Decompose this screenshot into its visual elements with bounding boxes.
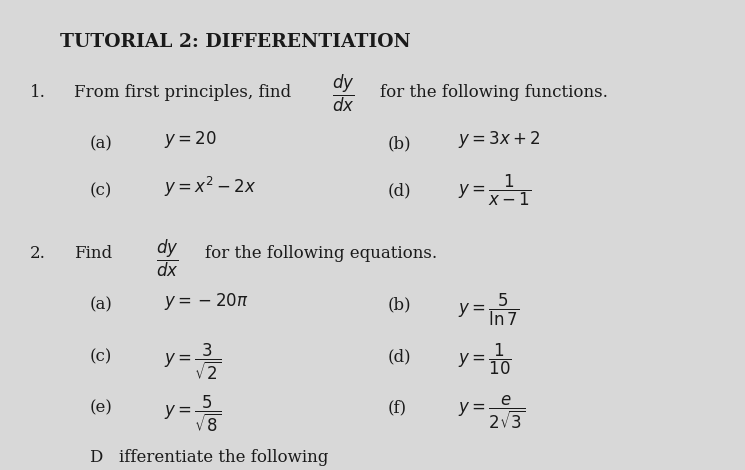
Text: for the following equations.: for the following equations. <box>205 245 437 262</box>
Text: $y = \dfrac{5}{\ln 7}$: $y = \dfrac{5}{\ln 7}$ <box>458 292 519 329</box>
Text: TUTORIAL 2: DIFFERENTIATION: TUTORIAL 2: DIFFERENTIATION <box>60 33 410 51</box>
Text: 2.: 2. <box>30 245 45 262</box>
Text: (a): (a) <box>89 135 112 153</box>
Text: for the following functions.: for the following functions. <box>380 84 608 101</box>
Text: $y = \dfrac{e}{2\sqrt{3}}$: $y = \dfrac{e}{2\sqrt{3}}$ <box>458 393 526 431</box>
Text: $y = 3x + 2$: $y = 3x + 2$ <box>458 129 541 149</box>
Text: (c): (c) <box>89 348 112 365</box>
Text: $y = 20$: $y = 20$ <box>164 129 217 149</box>
Text: $y = x^2 - 2x$: $y = x^2 - 2x$ <box>164 175 256 199</box>
Text: $y = \dfrac{1}{x-1}$: $y = \dfrac{1}{x-1}$ <box>458 173 532 208</box>
Text: Find: Find <box>74 245 112 262</box>
Text: (a): (a) <box>89 297 112 314</box>
Text: $y = \dfrac{5}{\sqrt{8}}$: $y = \dfrac{5}{\sqrt{8}}$ <box>164 393 221 434</box>
Text: (d): (d) <box>387 182 411 199</box>
Text: (d): (d) <box>387 348 411 365</box>
Text: $\dfrac{dy}{dx}$: $\dfrac{dy}{dx}$ <box>332 72 354 114</box>
Text: From first principles, find: From first principles, find <box>74 84 291 101</box>
Text: (b): (b) <box>387 135 411 153</box>
Text: (b): (b) <box>387 297 411 314</box>
Text: (c): (c) <box>89 182 112 199</box>
Text: 1.: 1. <box>30 84 45 101</box>
Text: (f): (f) <box>387 400 407 417</box>
Text: $\dfrac{dy}{dx}$: $\dfrac{dy}{dx}$ <box>156 237 179 279</box>
Text: $y = \dfrac{1}{10}$: $y = \dfrac{1}{10}$ <box>458 342 512 377</box>
Text: $y = \dfrac{3}{\sqrt{2}}$: $y = \dfrac{3}{\sqrt{2}}$ <box>164 342 221 383</box>
Text: (e): (e) <box>89 400 112 417</box>
Text: $y = -20\pi$: $y = -20\pi$ <box>164 291 248 312</box>
Text: ifferentiate the following: ifferentiate the following <box>119 449 329 466</box>
Text: D: D <box>89 449 103 466</box>
